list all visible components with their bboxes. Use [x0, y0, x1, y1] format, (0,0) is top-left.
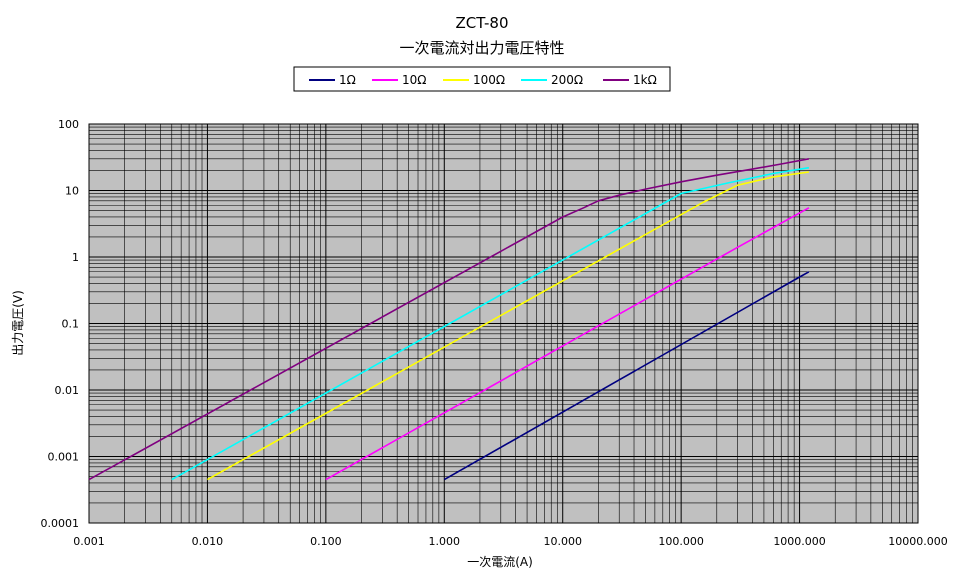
plot-frame [88, 123, 919, 524]
x-tick-label: 0.100 [310, 535, 342, 548]
legend-label: 1kΩ [633, 73, 657, 87]
y-tick-label: 10 [65, 185, 79, 198]
legend-label: 1Ω [339, 73, 356, 87]
x-tick-label: 0.010 [192, 535, 224, 548]
series-line-0 [443, 271, 810, 481]
legend-label: 200Ω [551, 73, 583, 87]
legend-label: 100Ω [473, 73, 505, 87]
legend: 1Ω 10Ω 100Ω 200Ω 1kΩ [309, 73, 657, 87]
x-tick-label: 0.001 [73, 535, 105, 548]
series-line-3 [171, 166, 810, 481]
y-tick-label: 0.001 [48, 451, 80, 464]
x-tick-label: 1.000 [429, 535, 461, 548]
legend-label: 10Ω [402, 73, 426, 87]
y-tick-label: 100 [58, 118, 79, 131]
y-tick-label: 0.01 [55, 384, 80, 397]
y-axis-label: 出力電圧(V) [11, 290, 25, 356]
series-line-1 [325, 207, 810, 481]
y-tick-label: 1 [72, 251, 79, 264]
x-tick-label: 10000.000 [888, 535, 948, 548]
y-tick-label: 0.1 [62, 318, 80, 331]
y-axis-tick-labels: 0.0001 0.001 0.01 0.1 1 10 100 [41, 118, 80, 530]
chart-title: ZCT-80 [455, 14, 508, 32]
x-axis-label: 一次電流(A) [467, 555, 533, 569]
x-axis-tick-labels: 0.001 0.010 0.100 1.000 10.000 100.000 1000.00… [73, 535, 948, 548]
y-tick-label: 0.0001 [41, 517, 80, 530]
chart-subtitle: 一次電流対出力電圧特性 [399, 39, 564, 57]
series-line-2 [207, 171, 810, 481]
series-lines [88, 158, 810, 481]
x-tick-label: 10.000 [543, 535, 582, 548]
series-line-4 [88, 158, 810, 481]
x-tick-label: 1000.000 [773, 535, 826, 548]
x-tick-label: 100.000 [658, 535, 704, 548]
